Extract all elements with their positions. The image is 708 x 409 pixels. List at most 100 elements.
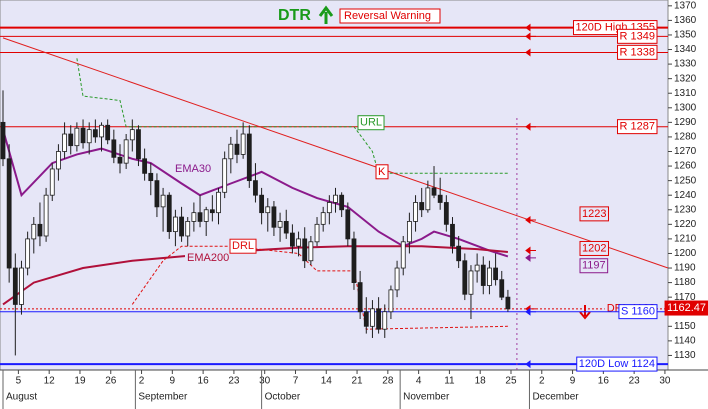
candle-body xyxy=(499,279,505,298)
marker-arrow xyxy=(525,253,536,262)
candle-body xyxy=(191,212,197,222)
candle-body xyxy=(468,270,474,295)
candle-body xyxy=(505,296,511,310)
y-tick-label: 1270 xyxy=(674,146,697,157)
y-tick-label: 1230 xyxy=(674,204,697,215)
y-tick-label: 1240 xyxy=(674,190,697,201)
candle-body xyxy=(43,194,49,237)
x-tick-label: 9 xyxy=(570,376,576,387)
y-tick-label: 1360 xyxy=(674,15,697,26)
x-tick-label: 23 xyxy=(629,376,641,387)
candle-body xyxy=(425,187,431,211)
up-arrow xyxy=(318,5,334,24)
candle-body xyxy=(129,129,135,141)
candle-body xyxy=(80,127,86,144)
indicator-line xyxy=(2,37,669,269)
candle-body xyxy=(345,209,351,240)
x-tick-label: 30 xyxy=(659,376,671,387)
candle-body xyxy=(326,202,332,214)
candle-body xyxy=(474,264,480,272)
x-tick-label: 21 xyxy=(351,376,363,387)
month-label: September xyxy=(138,392,188,403)
y-tick-label: 1290 xyxy=(674,117,697,128)
candle-body xyxy=(462,260,468,295)
candle-body xyxy=(56,151,61,170)
candle-body xyxy=(394,267,400,291)
candle-body xyxy=(400,241,406,269)
candle-body xyxy=(413,202,418,222)
line-label: EMA30 xyxy=(175,163,211,175)
line-label: URL xyxy=(360,117,382,129)
level-arrow xyxy=(525,122,536,131)
y-tick-label: 1350 xyxy=(674,30,697,41)
candle-body xyxy=(314,223,320,243)
level-arrow xyxy=(525,48,536,57)
month-label: December xyxy=(532,392,579,403)
candle-body xyxy=(493,267,498,281)
level-label-box xyxy=(576,356,658,372)
level-label-box xyxy=(617,119,658,135)
candle-body xyxy=(68,133,74,147)
candle-body xyxy=(296,238,301,247)
marker-label-box xyxy=(579,258,609,274)
level-arrow xyxy=(525,32,536,41)
candle-body xyxy=(6,158,12,269)
x-tick-label: 25 xyxy=(505,376,517,387)
candle-body xyxy=(265,206,271,214)
indicator-line xyxy=(2,129,509,258)
candle-body xyxy=(456,245,462,262)
line-label-box xyxy=(357,115,385,131)
y-tick-label: 1210 xyxy=(674,234,697,245)
y-tick-label: 1140 xyxy=(674,336,696,347)
last-price-box xyxy=(664,300,708,316)
candle-body xyxy=(92,129,98,138)
last-price: 1162.47 xyxy=(667,302,706,314)
line-label-box xyxy=(185,250,232,265)
candle-body xyxy=(228,143,234,160)
x-tick-label: 26 xyxy=(105,376,117,387)
candle-body xyxy=(259,194,265,214)
candle-body xyxy=(357,282,363,313)
candle-body xyxy=(222,158,228,193)
candle-body xyxy=(289,232,295,247)
candle-body xyxy=(160,194,166,208)
marker-label: 1197 xyxy=(582,260,606,272)
candle-body xyxy=(419,202,425,211)
candle-body xyxy=(111,139,117,158)
warning: Reversal Warning xyxy=(344,10,431,22)
x-tick-label: 11 xyxy=(444,376,455,387)
candle-body xyxy=(253,180,258,196)
candle-body xyxy=(148,172,154,182)
x-tick-label: 23 xyxy=(228,376,240,387)
month-label: August xyxy=(6,392,37,403)
candle-body xyxy=(179,216,184,237)
candle-body xyxy=(49,168,55,196)
candle-body xyxy=(25,238,31,269)
month-label: November xyxy=(403,392,450,403)
candle-body xyxy=(19,267,24,305)
candle-body xyxy=(117,156,123,164)
x-tick-label: 16 xyxy=(598,376,610,387)
marker-label-box xyxy=(579,240,609,256)
candle-body xyxy=(240,133,246,155)
marker-label-box xyxy=(579,206,609,222)
candle-body xyxy=(388,289,394,313)
x-tick-label: 4 xyxy=(416,376,422,387)
candle-body xyxy=(382,311,388,330)
y-tick-label: 1320 xyxy=(674,73,697,84)
candle-body xyxy=(37,223,43,237)
candle-body xyxy=(166,194,172,233)
level-arrow xyxy=(525,307,536,316)
line-label: EMA200 xyxy=(187,252,229,264)
x-tick-label: 14 xyxy=(321,376,333,387)
x-tick-label: 12 xyxy=(44,376,56,387)
candle-body xyxy=(487,267,492,286)
level-arrow xyxy=(525,360,536,369)
candle-body xyxy=(234,143,240,155)
y-tick-label: 1300 xyxy=(674,102,697,113)
marker-arrow xyxy=(525,215,536,224)
candle-body xyxy=(185,221,191,237)
y-tick-label: 1190 xyxy=(674,263,696,274)
signal: DTR xyxy=(278,7,311,24)
candle-body xyxy=(197,212,203,222)
